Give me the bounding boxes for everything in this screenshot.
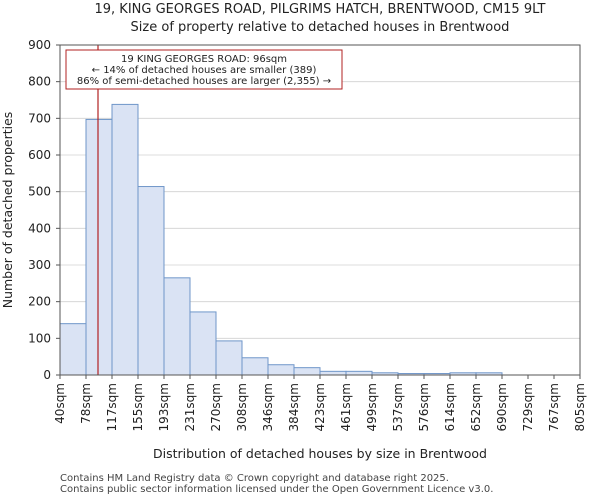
y-tick-label: 300	[28, 258, 51, 272]
x-tick-label: 461sqm	[339, 383, 353, 431]
histogram-bar	[345, 370, 373, 376]
x-tick-label: 614sqm	[443, 383, 457, 431]
annotation-frame	[65, 49, 343, 90]
x-tick-label: 117sqm	[105, 383, 119, 431]
x-tick-label: 231sqm	[183, 383, 197, 431]
x-tick-label: 384sqm	[287, 383, 301, 431]
x-tick-label: 767sqm	[547, 383, 561, 431]
histogram-bar	[59, 323, 87, 376]
y-tick-label: 600	[28, 148, 51, 162]
y-tick-label: 900	[28, 38, 51, 52]
y-axis-label: Number of detached properties	[0, 112, 15, 309]
x-tick-label: 155sqm	[131, 383, 145, 431]
x-tick-label: 652sqm	[469, 383, 483, 431]
histogram-bar	[189, 311, 217, 376]
y-tick-label: 100	[28, 331, 51, 345]
histogram-bar	[267, 364, 295, 376]
annotation-line-2: ← 14% of detached houses are smaller (38…	[92, 65, 317, 76]
chart-title-line-2: Size of property relative to detached ho…	[131, 20, 510, 35]
x-tick-label: 270sqm	[209, 383, 223, 431]
x-tick-label: 499sqm	[365, 383, 379, 431]
histogram-bar	[85, 118, 113, 376]
histogram-bar	[137, 186, 165, 376]
x-tick-label: 729sqm	[521, 383, 535, 431]
histogram-bar	[163, 277, 191, 376]
histogram-bar	[241, 357, 269, 376]
annotation-line-1: 19 KING GEORGES ROAD: 96sqm	[121, 54, 287, 65]
x-tick-label: 537sqm	[391, 383, 405, 431]
histogram-bar	[111, 103, 139, 376]
x-tick-label: 308sqm	[235, 383, 249, 431]
x-tick-label: 690sqm	[495, 383, 509, 431]
x-axis-ticks: 40sqm 78sqm 117sqm 155sqm 193sqm 231sqm 270sqm…	[53, 375, 587, 431]
y-tick-label: 700	[28, 111, 51, 125]
chart-title-line-1: 19, KING GEORGES ROAD, PILGRIMS HATCH, B…	[95, 2, 546, 17]
histogram-bar	[215, 340, 243, 376]
annotation-box: 19 KING GEORGES ROAD: 96sqm ← 14% of det…	[65, 49, 343, 90]
x-tick-label: 40sqm	[53, 383, 67, 424]
histogram-bar	[319, 370, 347, 376]
histogram-bar	[293, 367, 321, 376]
y-tick-label: 400	[28, 221, 51, 235]
footer-copyright: Contains HM Land Registry data © Crown c…	[60, 473, 449, 484]
footer-licence: Contains public sector information licen…	[60, 484, 494, 495]
x-tick-label: 78sqm	[79, 383, 93, 424]
x-axis-label: Distribution of detached houses by size …	[153, 446, 487, 461]
y-tick-label: 0	[43, 368, 51, 382]
y-axis-ticks: 0 100 200 300 400 500 600 700 800 900	[28, 38, 60, 382]
x-tick-label: 346sqm	[261, 383, 275, 431]
x-tick-label: 576sqm	[417, 383, 431, 431]
y-tick-label: 800	[28, 75, 51, 89]
annotation-line-3: 86% of semi-detached houses are larger (…	[77, 76, 331, 87]
x-tick-label: 193sqm	[157, 383, 171, 431]
x-tick-label: 805sqm	[573, 383, 587, 431]
x-tick-label: 423sqm	[313, 383, 327, 431]
histogram-bars	[59, 103, 503, 376]
y-tick-label: 200	[28, 295, 51, 309]
y-tick-label: 500	[28, 185, 51, 199]
